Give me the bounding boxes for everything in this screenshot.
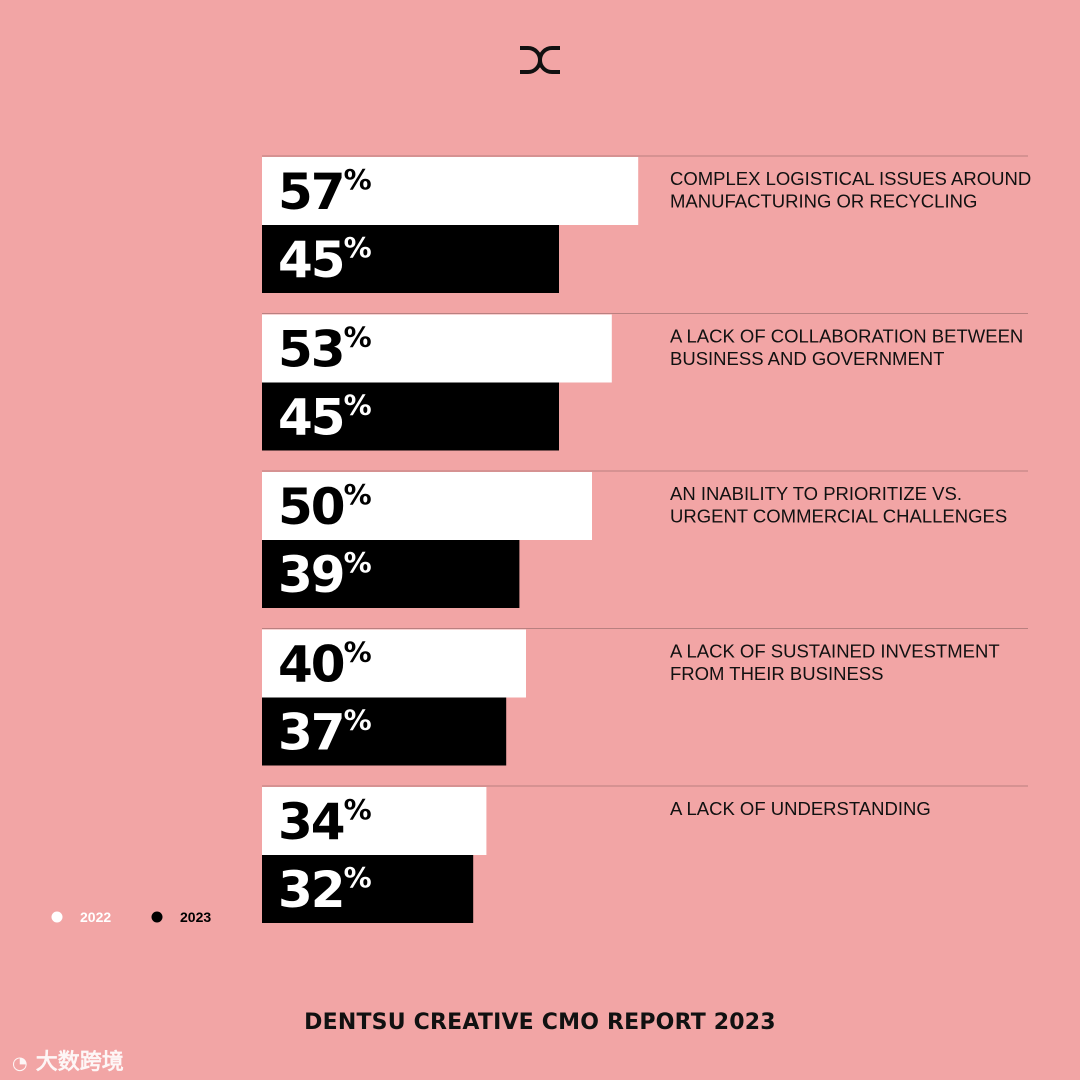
watermark: ◔ 大数跨境 (12, 1044, 124, 1076)
bar-2022 (262, 314, 612, 383)
bar-2023 (262, 225, 559, 293)
bar-2022 (262, 157, 639, 225)
bar-2023 (262, 697, 507, 766)
data-label-2022: 53% (278, 321, 372, 379)
bar-2023 (262, 382, 559, 451)
category-label: BUSINESS AND GOVERNMENT (670, 348, 944, 369)
category-label: AN INABILITY TO PRIORITIZE VS. (670, 483, 962, 504)
category-label: A LACK OF SUSTAINED INVESTMENT (670, 641, 1000, 662)
category-label: URGENT COMMERCIAL CHALLENGES (670, 506, 1007, 527)
dentsu-logo-icon (520, 46, 560, 74)
watermark-logo-icon: ◔ (12, 1053, 28, 1074)
report-title: DENTSU CREATIVE CMO REPORT 2023 (304, 1010, 776, 1035)
data-label-2023: 45% (278, 231, 372, 289)
bar-2022 (262, 629, 526, 698)
legend-label-2023: 2023 (180, 909, 211, 925)
legend-dot-2023 (151, 911, 163, 923)
category-label: A LACK OF UNDERSTANDING (670, 798, 931, 819)
category-label: COMPLEX LOGISTICAL ISSUES AROUND (670, 168, 1031, 189)
legend-dot-2022 (51, 911, 63, 923)
legend-label-2022: 2022 (80, 909, 111, 925)
watermark-text: 大数跨境 (35, 1050, 124, 1075)
category-label: A LACK OF COLLABORATION BETWEEN (670, 326, 1023, 347)
bar-2022 (262, 472, 592, 540)
bar-2023 (262, 540, 520, 608)
category-label: FROM THEIR BUSINESS (670, 663, 883, 684)
category-label: MANUFACTURING OR RECYCLING (670, 191, 977, 212)
bar-2022 (262, 787, 487, 855)
bar-2023 (262, 855, 474, 923)
